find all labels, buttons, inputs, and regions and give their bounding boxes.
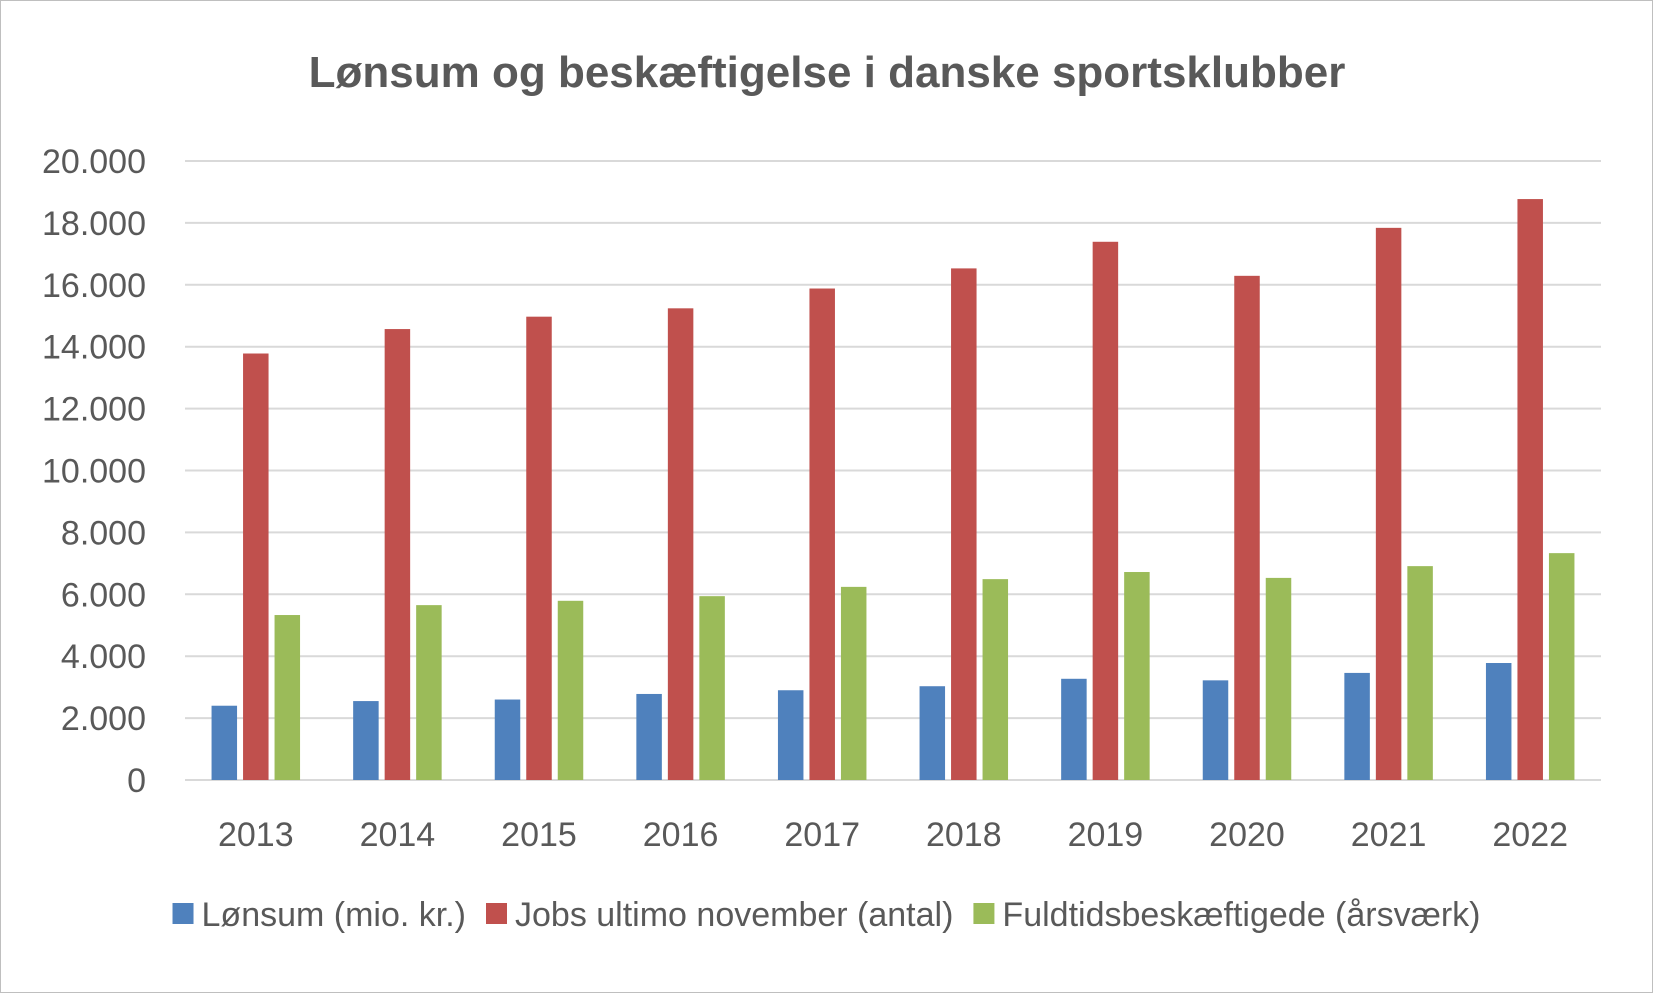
legend-label: Jobs ultimo november (antal) <box>515 896 953 934</box>
bar <box>1375 227 1402 781</box>
bar <box>840 586 867 780</box>
bar <box>699 596 725 780</box>
y-tick-label: 8.000 <box>61 514 146 552</box>
bar <box>557 600 584 780</box>
bar <box>1265 577 1292 780</box>
bar <box>636 693 662 780</box>
bar <box>1344 672 1370 780</box>
y-tick-label: 18.000 <box>42 205 146 243</box>
y-tick-label: 10.000 <box>42 453 146 491</box>
bar <box>243 353 269 780</box>
legend-label: Fuldtidsbeskæftigede (årsværk) <box>1002 896 1480 934</box>
y-tick-label: 20.000 <box>42 143 146 181</box>
bar <box>1517 199 1543 781</box>
bar <box>809 288 835 780</box>
chart-title: Lønsum og beskæftigelse i danske sportsk… <box>309 48 1346 97</box>
y-tick-label: 12.000 <box>42 391 146 429</box>
x-tick-label: 2021 <box>1351 816 1427 854</box>
y-tick-label: 14.000 <box>42 329 146 367</box>
bar <box>353 701 379 780</box>
bar <box>494 699 521 780</box>
x-tick-label: 2015 <box>501 816 577 854</box>
bar <box>384 329 411 780</box>
bar <box>1234 275 1260 780</box>
bar <box>1124 572 1150 780</box>
legend-label: Lønsum (mio. kr.) <box>202 896 466 934</box>
x-tick-label: 2020 <box>1209 816 1285 854</box>
bar <box>777 690 804 780</box>
y-axis-tick-labels: 0 2.000 4.000 6.000 8.000 10.000 12.000 14.000 1… <box>42 143 146 800</box>
bar <box>416 605 442 780</box>
x-tick-label: 2019 <box>1068 816 1144 854</box>
legend-swatch <box>172 903 194 924</box>
y-tick-label: 2.000 <box>61 700 146 738</box>
bar <box>1485 663 1512 780</box>
x-tick-label: 2022 <box>1492 816 1568 854</box>
bar <box>526 316 552 780</box>
bar <box>1202 680 1229 780</box>
legend-swatch <box>973 903 995 924</box>
bar <box>982 579 1009 780</box>
bar <box>919 686 946 780</box>
bar <box>274 615 301 780</box>
bar <box>1061 678 1087 780</box>
legend-swatch <box>486 903 507 924</box>
bar <box>667 308 694 780</box>
y-tick-label: 4.000 <box>61 638 146 676</box>
bars <box>211 199 1575 781</box>
x-tick-label: 2018 <box>926 816 1002 854</box>
y-tick-label: 16.000 <box>42 267 146 305</box>
x-tick-label: 2017 <box>784 816 860 854</box>
x-axis-tick-labels: 2013 2014 2015 2016 2017 2018 2019 2020 2021 2022 <box>218 816 1568 854</box>
bar <box>211 705 238 780</box>
y-tick-label: 6.000 <box>61 576 146 614</box>
bar <box>1548 553 1575 780</box>
bar <box>1407 566 1433 780</box>
legend: Lønsum (mio. kr.) Jobs ultimo november (a… <box>172 896 1480 934</box>
x-tick-label: 2016 <box>643 816 719 854</box>
x-tick-label: 2013 <box>218 816 294 854</box>
x-tick-label: 2014 <box>360 816 436 854</box>
y-tick-label: 0 <box>127 762 146 800</box>
bar <box>951 268 977 780</box>
bar <box>1092 241 1119 781</box>
